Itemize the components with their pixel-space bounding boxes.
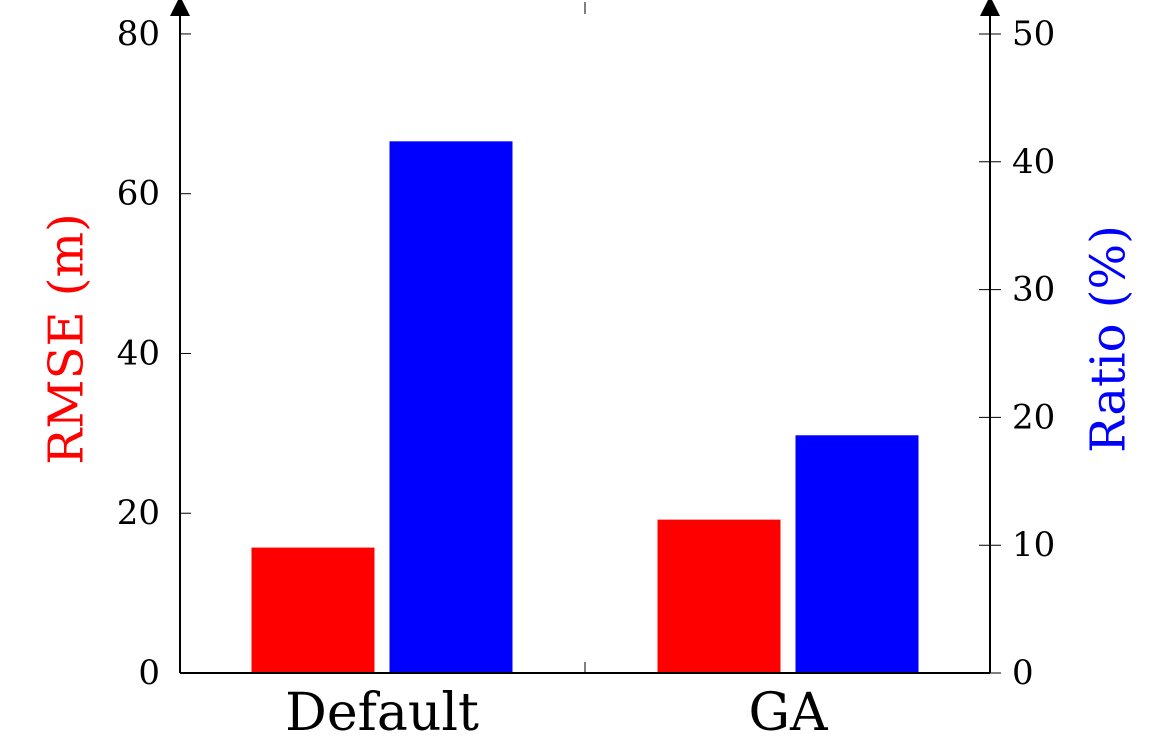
left-tick-label: 80: [117, 14, 160, 54]
right-tick-label: 20: [1012, 397, 1055, 437]
left-tick-label: 60: [117, 174, 160, 214]
right-axis-title: Ratio (%): [1081, 225, 1137, 453]
bar-ga-ratio: [795, 435, 919, 673]
right-tick-label: 40: [1012, 142, 1055, 182]
left-tick-label: 40: [117, 333, 160, 373]
axes: [170, 0, 1000, 674]
right-tick-label: 50: [1012, 14, 1055, 54]
left-axis-title: RMSE (m): [39, 213, 95, 464]
tick-labels: 0 20 40 60 80 0 10 20 30 40 50: [117, 14, 1056, 693]
category-labels: Default GA: [285, 683, 829, 743]
left-tick-label: 0: [138, 653, 160, 693]
bar-default-rmse: [251, 547, 375, 673]
left-tick-label: 20: [117, 493, 160, 533]
right-tick-label: 0: [1012, 653, 1034, 693]
bar-ga-rmse: [657, 519, 781, 673]
right-tick-label: 10: [1012, 525, 1055, 565]
category-label-default: Default: [285, 683, 479, 743]
category-label-ga: GA: [748, 683, 829, 743]
bars: [251, 141, 919, 673]
right-tick-label: 30: [1012, 270, 1055, 310]
bar-default-ratio: [389, 141, 513, 673]
